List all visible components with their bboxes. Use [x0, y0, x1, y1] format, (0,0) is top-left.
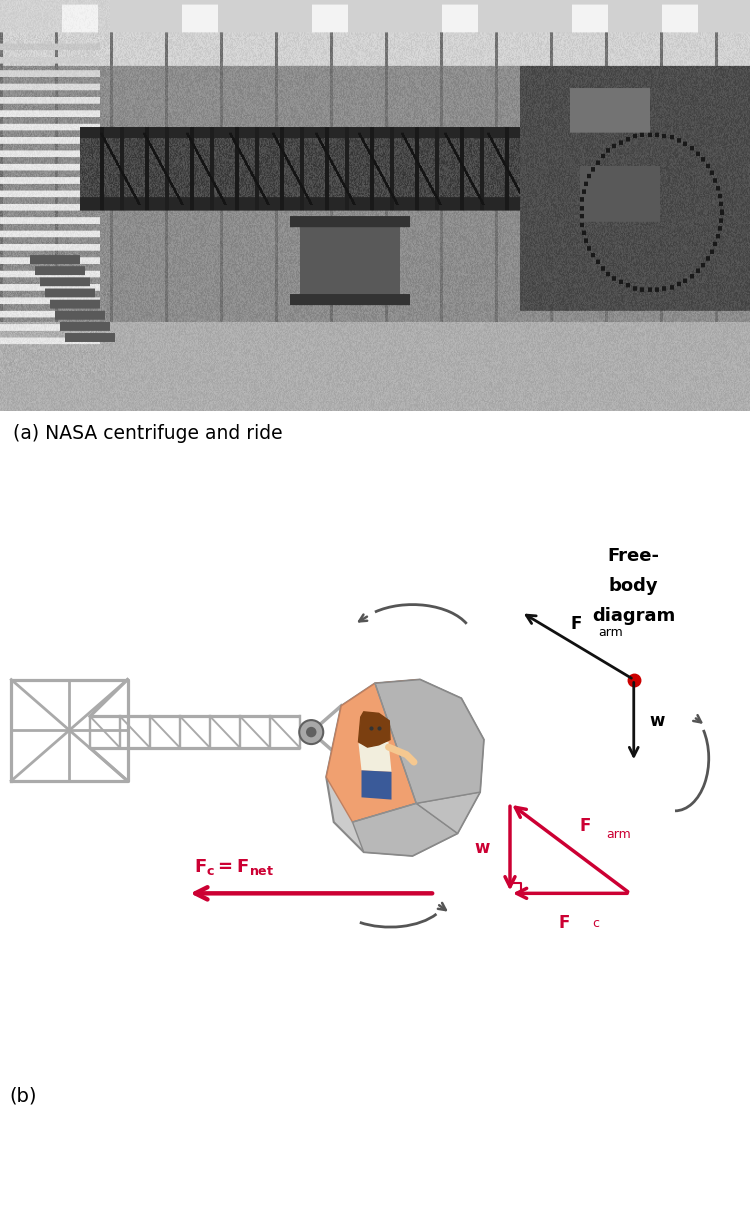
- Text: diagram: diagram: [592, 607, 675, 625]
- Polygon shape: [362, 771, 392, 800]
- Polygon shape: [416, 793, 480, 833]
- Polygon shape: [375, 680, 484, 804]
- Polygon shape: [326, 680, 484, 856]
- Text: arm: arm: [598, 626, 622, 639]
- Circle shape: [306, 726, 316, 737]
- Polygon shape: [358, 742, 392, 772]
- Text: $\mathbf{F_c = F_{net}}$: $\mathbf{F_c = F_{net}}$: [194, 856, 274, 877]
- Text: (b): (b): [9, 1086, 37, 1106]
- Circle shape: [299, 720, 323, 744]
- Text: Free-: Free-: [608, 547, 660, 564]
- Text: arm: arm: [606, 828, 631, 840]
- Text: c: c: [592, 918, 599, 930]
- Circle shape: [361, 715, 389, 744]
- Text: $\mathbf{w}$: $\mathbf{w}$: [649, 712, 665, 730]
- Polygon shape: [358, 712, 390, 747]
- Text: $\mathbf{F}$: $\mathbf{F}$: [570, 616, 581, 633]
- Polygon shape: [352, 804, 458, 856]
- Text: $\mathbf{F}$: $\mathbf{F}$: [558, 914, 570, 933]
- Polygon shape: [326, 680, 420, 822]
- Text: body: body: [609, 577, 658, 595]
- Text: $\mathbf{F}$: $\mathbf{F}$: [579, 817, 591, 834]
- Text: (a) NASA centrifuge and ride: (a) NASA centrifuge and ride: [13, 423, 284, 443]
- Text: $\mathbf{w}$: $\mathbf{w}$: [475, 839, 491, 858]
